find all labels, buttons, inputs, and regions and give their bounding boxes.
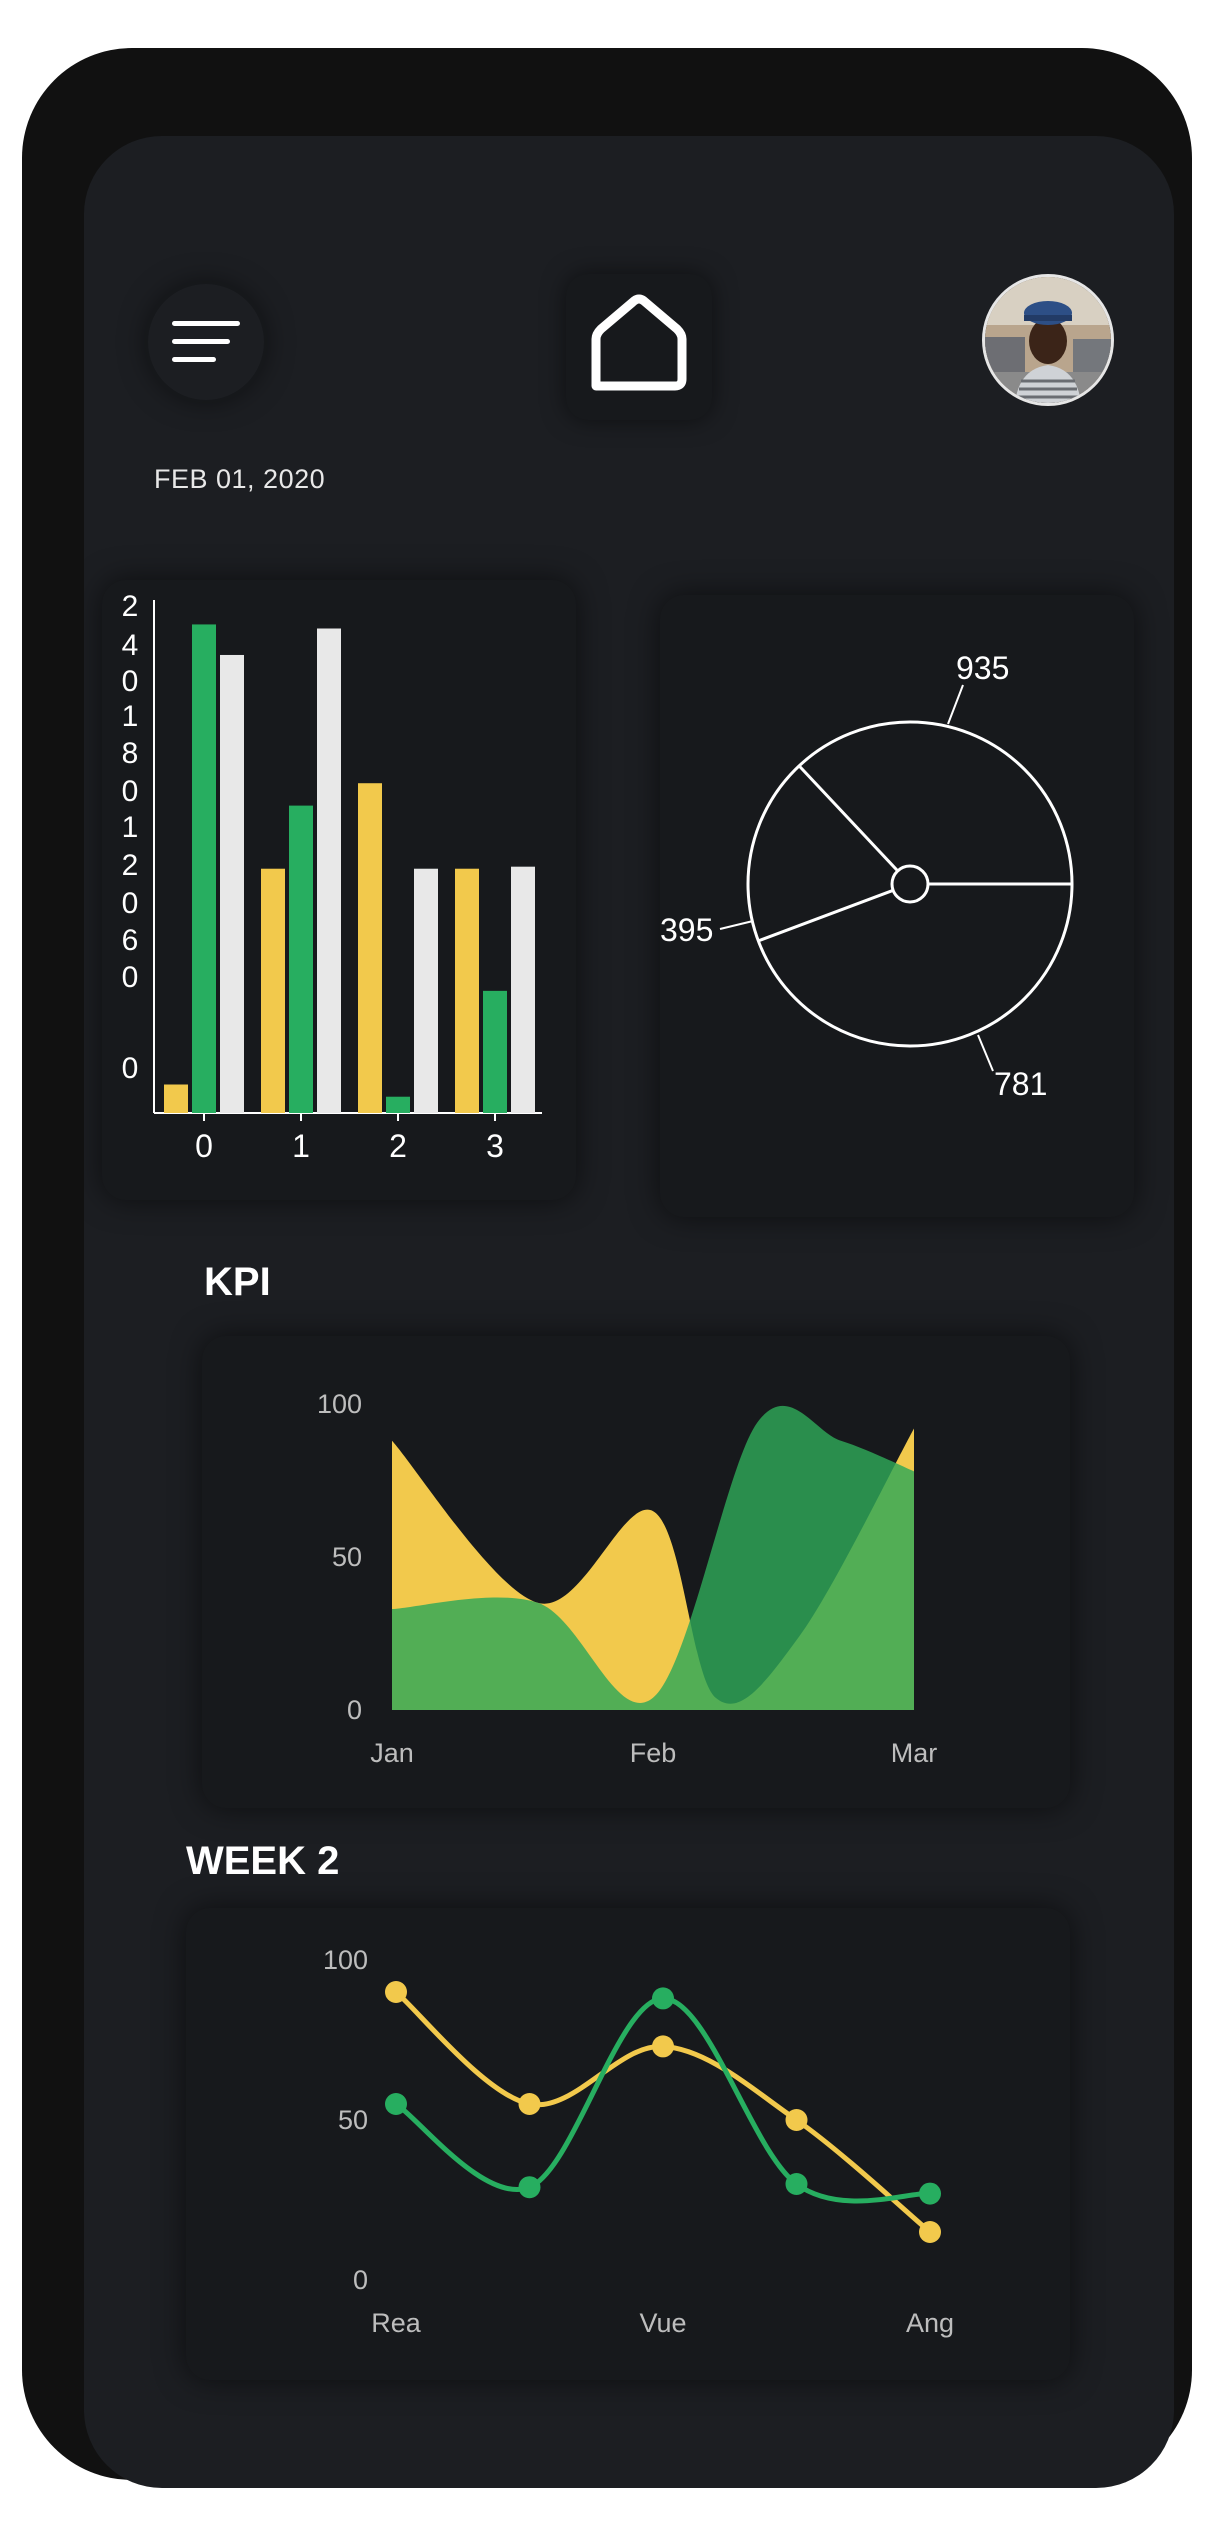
- week-point: [518, 2176, 541, 2199]
- bar-2-1: [386, 1096, 410, 1113]
- week-line-1: [394, 1995, 931, 2204]
- pie-chart: 935 395 781: [660, 650, 1074, 1102]
- pie-leader-line: [719, 920, 754, 930]
- y-tick-label: 0: [122, 775, 139, 808]
- y-tick-label: 0: [122, 1052, 139, 1085]
- week-point: [919, 2182, 941, 2205]
- y-tick-label: 2: [122, 590, 139, 623]
- kpi-title: KPI: [204, 1260, 271, 1304]
- y-tick-label: 6: [122, 924, 139, 957]
- bar-2-0: [358, 783, 382, 1113]
- y-tick-label: 8: [122, 737, 139, 770]
- week-point: [652, 1987, 674, 2010]
- week-x-tick: Ang: [906, 2308, 954, 2338]
- menu-button[interactable]: [148, 284, 264, 400]
- week-x-tick: Vue: [639, 2308, 686, 2338]
- kpi-area-chart: 100 50 0 Jan Feb Mar: [317, 1389, 938, 1768]
- pie-label: 395: [660, 912, 713, 948]
- week-x-tick: Rea: [371, 2308, 422, 2338]
- kpi-card: 100 50 0 Jan Feb Mar: [202, 1336, 1070, 1808]
- week-line-0: [394, 1990, 932, 2234]
- week-point: [919, 2221, 941, 2243]
- week-point: [385, 1981, 407, 2003]
- pie-slice-2: [798, 764, 899, 872]
- y-tick-label: 1: [122, 811, 139, 844]
- bar-3-0: [455, 868, 479, 1113]
- y-tick-label: 0: [122, 665, 139, 698]
- bar-1-1: [289, 805, 313, 1113]
- bar-2-2: [414, 868, 438, 1113]
- y-tick-label: 1: [122, 700, 139, 733]
- kpi-x-tick: Jan: [370, 1738, 414, 1768]
- y-tick-label: 4: [122, 629, 139, 662]
- week-y-tick: 100: [323, 1945, 368, 1975]
- bar-0-2: [220, 654, 244, 1113]
- kpi-x-tick: Feb: [630, 1738, 677, 1768]
- week-point: [652, 2035, 674, 2058]
- pie-label: 781: [994, 1066, 1047, 1102]
- week-point: [785, 2109, 808, 2131]
- home-button[interactable]: [566, 274, 712, 420]
- week-y-tick: 50: [338, 2105, 368, 2135]
- kpi-x-tick: Mar: [891, 1738, 938, 1768]
- kpi-y-tick: 100: [317, 1389, 362, 1419]
- week-y-tick: 0: [353, 2265, 368, 2295]
- x-tick-label: 3: [486, 1128, 504, 1164]
- home-icon: [591, 294, 687, 391]
- y-tick-label: 2: [122, 849, 139, 882]
- week-title: WEEK 2: [186, 1839, 340, 1883]
- y-tick-label: 0: [122, 887, 139, 920]
- kpi-area-1: [392, 1405, 914, 1710]
- user-avatar[interactable]: [982, 274, 1114, 406]
- kpi-y-tick: 50: [332, 1542, 362, 1572]
- x-tick-label: 0: [195, 1128, 213, 1164]
- pie-center: [890, 864, 930, 904]
- x-tick-label: 2: [389, 1128, 407, 1164]
- bar-3-1: [483, 990, 507, 1113]
- bar-1-0: [261, 868, 285, 1113]
- avatar-image: [985, 277, 1111, 403]
- pie-leader-line: [947, 684, 964, 725]
- kpi-y-tick: 0: [347, 1695, 362, 1725]
- pie-label: 935: [956, 650, 1009, 686]
- date-label: FEB 01, 2020: [154, 464, 326, 494]
- pie-leader-line: [977, 1034, 994, 1072]
- week-point: [785, 2173, 808, 2195]
- pie-chart-card: 935 395 781: [660, 595, 1134, 1217]
- bar-3-2: [511, 866, 535, 1113]
- week-point: [518, 2093, 541, 2115]
- pie-slice-1: [757, 888, 894, 943]
- bar-0-0: [164, 1084, 188, 1113]
- x-tick-label: 1: [292, 1128, 310, 1164]
- week-card: 100 50 0 Rea Vue Ang: [186, 1908, 1070, 2380]
- y-tick-label: 0: [122, 961, 139, 994]
- bar-0-1: [192, 624, 216, 1113]
- week-point: [385, 2093, 407, 2115]
- bar-1-2: [317, 628, 341, 1113]
